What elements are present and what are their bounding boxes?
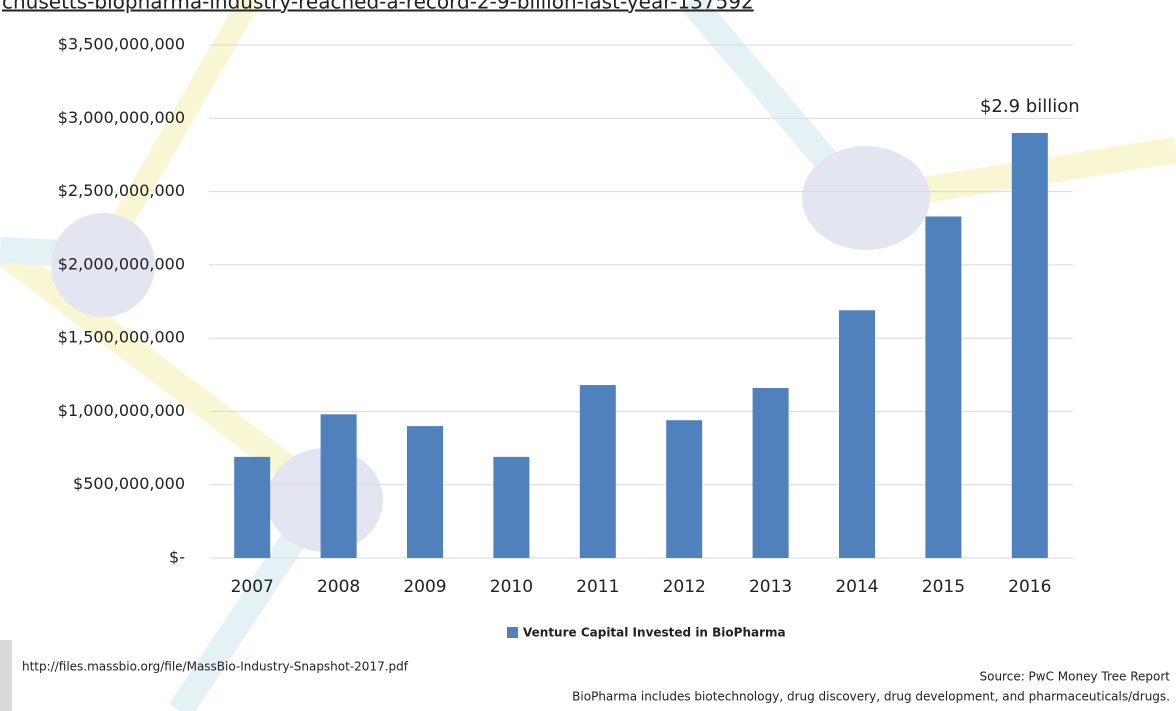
x-tick-label: 2010 (490, 577, 533, 597)
y-tick-label: $3,500,000,000 (58, 35, 185, 54)
bar (493, 456, 530, 558)
bar (407, 426, 443, 558)
y-tick-label: $2,500,000,000 (58, 181, 185, 200)
footer-note: BioPharma includes biotechnology, drug d… (572, 690, 1170, 704)
y-tick-label: $1,500,000,000 (58, 328, 185, 347)
y-tick-label: $- (169, 548, 185, 567)
bar (839, 310, 875, 558)
bar (666, 420, 703, 558)
header-link[interactable]: chusetts-biopharma-industry-reached-a-re… (2, 0, 754, 14)
x-tick-label: 2007 (231, 577, 274, 597)
data-label: $2.9 billion (980, 96, 1080, 117)
y-tick-label: $500,000,000 (73, 474, 185, 493)
x-tick-label: 2015 (922, 577, 965, 597)
footer-url[interactable]: http://files.massbio.org/file/MassBio-In… (22, 660, 409, 674)
y-tick-label: $3,000,000,000 (58, 108, 185, 127)
x-tick-label: 2013 (749, 577, 792, 597)
legend-label: Venture Capital Invested in BioPharma (523, 626, 786, 640)
footer-source: Source: PwC Money Tree Report (979, 670, 1170, 684)
x-tick-label: 2008 (317, 577, 360, 597)
x-tick-label: 2016 (1008, 577, 1051, 597)
bar (925, 216, 962, 558)
legend-swatch (507, 627, 518, 638)
bar (1011, 132, 1048, 558)
x-tick-label: 2012 (663, 577, 706, 597)
x-tick-label: 2011 (576, 577, 619, 597)
bar (579, 385, 616, 558)
bar (234, 456, 271, 558)
y-tick-label: $1,000,000,000 (58, 401, 185, 420)
bar (752, 387, 789, 558)
y-tick-label: $2,000,000,000 (58, 254, 185, 273)
x-tick-label: 2009 (403, 577, 446, 597)
x-tick-label: 2014 (835, 577, 878, 597)
bar (320, 414, 357, 558)
